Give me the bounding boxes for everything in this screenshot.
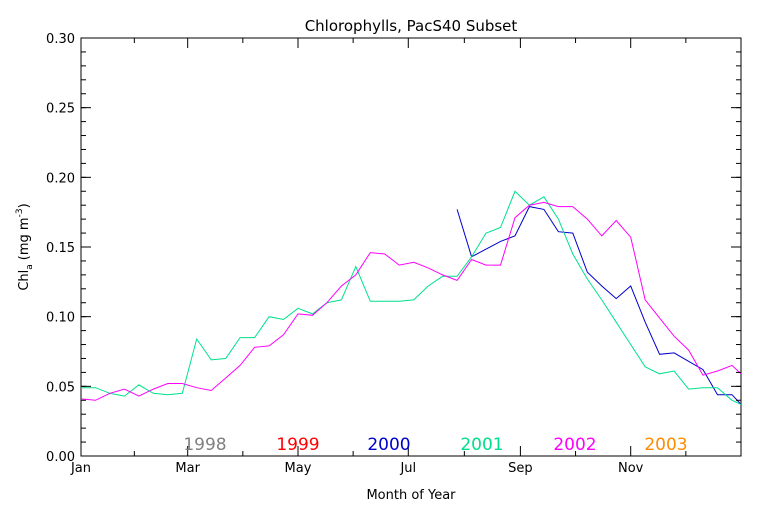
- legend-entry-1998: 1998: [183, 435, 226, 455]
- x-tick-label: Jul: [399, 461, 416, 476]
- chart-title: Chlorophylls, PacS40 Subset: [305, 17, 518, 35]
- x-tick-label: Nov: [618, 461, 644, 476]
- series-line-2000: [456, 206, 742, 405]
- y-axis-label-close: ): [17, 203, 32, 208]
- x-tick-label: Jan: [70, 461, 91, 476]
- x-tick-label: May: [285, 461, 312, 476]
- y-tick-label: 0.00: [46, 450, 75, 465]
- legend-entry-2000: 2000: [367, 435, 410, 455]
- y-tick-label: 0.25: [46, 102, 75, 117]
- x-axis-label: Month of Year: [366, 488, 456, 503]
- y-axis-label-sub: a: [25, 264, 35, 270]
- y-tick-label: 0.20: [46, 171, 75, 186]
- y-tick-label: 0.15: [46, 241, 75, 256]
- series-line-2001: [81, 190, 742, 405]
- y-tick-label: 0.30: [46, 32, 75, 47]
- y-axis-label-sup: -3: [15, 208, 25, 217]
- legend-entry-2002: 2002: [553, 435, 596, 455]
- axis-layer: 0.00 0.05 0.10 0.15 0.20 0.25 0.30 Jan Mar May Jul…: [46, 32, 741, 476]
- y-axis-label-main: Chl: [17, 270, 32, 291]
- series-layer: [80, 190, 742, 405]
- y-tick-label: 0.10: [46, 311, 75, 326]
- x-tick-label: Sep: [508, 461, 533, 476]
- series-line-2002: [80, 201, 742, 401]
- legend-entry-2003: 2003: [644, 435, 687, 455]
- x-tick-label: Mar: [175, 461, 200, 476]
- y-axis-label-units: (mg m: [17, 217, 32, 260]
- y-tick-label: 0.05: [46, 380, 75, 395]
- legend-entry-1999: 1999: [276, 435, 319, 455]
- legend: 1998 1999 2000 2001 2002 2003: [183, 435, 687, 455]
- y-axis-label: Chla (mg m-3): [15, 203, 35, 290]
- legend-entry-2001: 2001: [460, 435, 503, 455]
